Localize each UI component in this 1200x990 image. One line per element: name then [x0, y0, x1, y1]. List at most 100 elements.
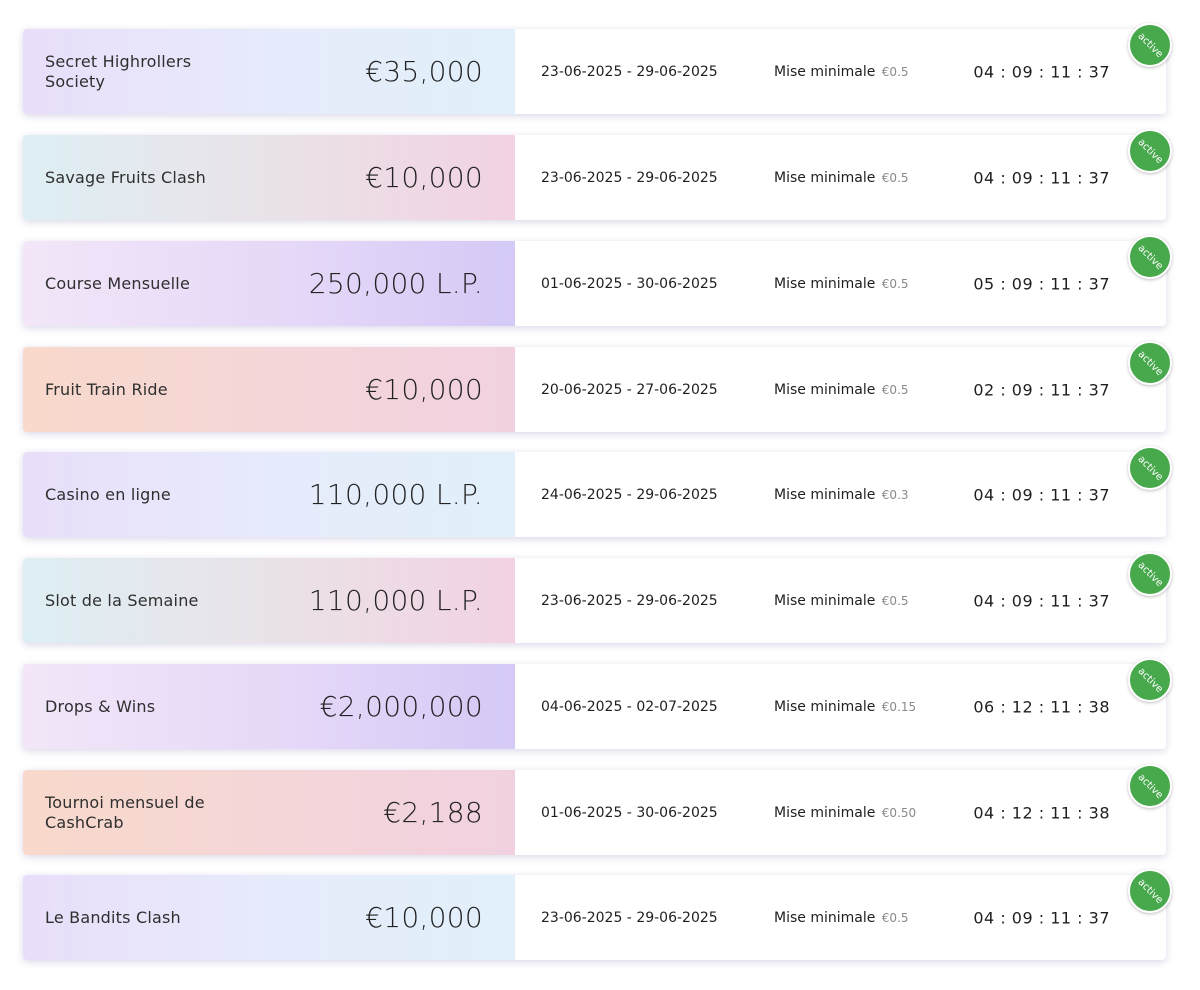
min-bet: Mise minimale €0.5 — [774, 910, 909, 926]
min-bet-label: Mise minimale — [774, 275, 876, 292]
date-range: 01-06-2025 - 30-06-2025 — [541, 804, 718, 821]
min-bet-amount: €0.5 — [881, 64, 909, 79]
tournament-details: 23-06-2025 - 29-06-2025 Mise minimale €0… — [515, 552, 1172, 643]
tournament-header: Slot de la Semaine 110,000 L.P. — [23, 558, 515, 643]
status-badge: active — [1128, 764, 1172, 808]
min-bet-label: Mise minimale — [774, 698, 876, 715]
status-label: active — [1135, 136, 1165, 166]
status-label: active — [1135, 30, 1165, 60]
status-badge: active — [1128, 23, 1172, 67]
min-bet-amount: €0.5 — [881, 170, 909, 185]
status-label: active — [1135, 242, 1165, 272]
min-bet-label: Mise minimale — [774, 592, 876, 609]
min-bet: Mise minimale €0.5 — [774, 276, 909, 292]
tournament-details: 04-06-2025 - 02-07-2025 Mise minimale €0… — [515, 658, 1172, 749]
status-badge: active — [1128, 341, 1172, 385]
min-bet-label: Mise minimale — [774, 381, 876, 398]
status-badge: active — [1128, 658, 1172, 702]
tournament-card[interactable]: Tournoi mensuel de CashCrab €2,188 01-06… — [23, 764, 1172, 855]
tournament-name: Secret Highrollers Society — [45, 51, 192, 91]
tournament-header: Drops & Wins €2,000,000 — [23, 664, 515, 749]
countdown-timer: 05 : 09 : 11 : 37 — [973, 274, 1110, 293]
tournament-card[interactable]: Savage Fruits Clash €10,000 23-06-2025 -… — [23, 129, 1172, 220]
tournament-card[interactable]: Casino en ligne 110,000 L.P. 24-06-2025 … — [23, 446, 1172, 537]
tournament-name: Savage Fruits Clash — [45, 167, 206, 187]
tournament-card[interactable]: Fruit Train Ride €10,000 20-06-2025 - 27… — [23, 341, 1172, 432]
status-label: active — [1135, 876, 1165, 906]
tournament-name: Casino en ligne — [45, 484, 171, 504]
tournament-details: 20-06-2025 - 27-06-2025 Mise minimale €0… — [515, 341, 1172, 432]
tournament-header: Tournoi mensuel de CashCrab €2,188 — [23, 770, 515, 855]
tournament-header: Fruit Train Ride €10,000 — [23, 347, 515, 432]
min-bet-amount: €0.50 — [881, 805, 917, 820]
tournament-header: Secret Highrollers Society €35,000 — [23, 29, 515, 114]
prize-pool: €10,000 — [365, 373, 483, 406]
prize-pool: €10,000 — [365, 901, 483, 934]
tournament-name: Slot de la Semaine — [45, 590, 199, 610]
prize-pool: €2,000,000 — [319, 690, 483, 723]
countdown-timer: 06 : 12 : 11 : 38 — [973, 697, 1110, 716]
tournament-details: 24-06-2025 - 29-06-2025 Mise minimale €0… — [515, 446, 1172, 537]
countdown-timer: 02 : 09 : 11 : 37 — [973, 380, 1110, 399]
countdown-timer: 04 : 09 : 11 : 37 — [973, 908, 1110, 927]
tournament-name: Fruit Train Ride — [45, 379, 168, 399]
prize-pool: €10,000 — [365, 161, 483, 194]
tournament-details: 01-06-2025 - 30-06-2025 Mise minimale €0… — [515, 235, 1172, 326]
min-bet-label: Mise minimale — [774, 486, 876, 503]
countdown-timer: 04 : 09 : 11 : 37 — [973, 591, 1110, 610]
tournament-card[interactable]: Slot de la Semaine 110,000 L.P. 23-06-20… — [23, 552, 1172, 643]
tournament-details: 01-06-2025 - 30-06-2025 Mise minimale €0… — [515, 764, 1172, 855]
countdown-timer: 04 : 09 : 11 : 37 — [973, 168, 1110, 187]
min-bet-label: Mise minimale — [774, 804, 876, 821]
min-bet: Mise minimale €0.50 — [774, 805, 916, 821]
min-bet-amount: €0.5 — [881, 276, 909, 291]
min-bet-label: Mise minimale — [774, 909, 876, 926]
min-bet: Mise minimale €0.5 — [774, 593, 909, 609]
date-range: 23-06-2025 - 29-06-2025 — [541, 169, 718, 186]
countdown-timer: 04 : 09 : 11 : 37 — [973, 485, 1110, 504]
status-label: active — [1135, 348, 1165, 378]
min-bet-label: Mise minimale — [774, 169, 876, 186]
prize-pool: 250,000 L.P. — [308, 267, 483, 300]
status-label: active — [1135, 453, 1165, 483]
tournament-card[interactable]: Secret Highrollers Society €35,000 23-06… — [23, 23, 1172, 114]
status-label: active — [1135, 771, 1165, 801]
tournament-card[interactable]: Drops & Wins €2,000,000 04-06-2025 - 02-… — [23, 658, 1172, 749]
status-badge: active — [1128, 869, 1172, 913]
tournament-name: Le Bandits Clash — [45, 907, 181, 927]
tournament-header: Course Mensuelle 250,000 L.P. — [23, 241, 515, 326]
date-range: 23-06-2025 - 29-06-2025 — [541, 909, 718, 926]
tournament-header: Savage Fruits Clash €10,000 — [23, 135, 515, 220]
date-range: 24-06-2025 - 29-06-2025 — [541, 486, 718, 503]
date-range: 20-06-2025 - 27-06-2025 — [541, 381, 718, 398]
status-badge: active — [1128, 446, 1172, 490]
prize-pool: €35,000 — [365, 55, 483, 88]
min-bet: Mise minimale €0.15 — [774, 699, 916, 715]
tournament-details: 23-06-2025 - 29-06-2025 Mise minimale €0… — [515, 23, 1172, 114]
countdown-timer: 04 : 09 : 11 : 37 — [973, 62, 1110, 81]
min-bet-amount: €0.5 — [881, 593, 909, 608]
min-bet-amount: €0.15 — [881, 699, 917, 714]
date-range: 23-06-2025 - 29-06-2025 — [541, 592, 718, 609]
tournament-card[interactable]: Course Mensuelle 250,000 L.P. 01-06-2025… — [23, 235, 1172, 326]
status-badge: active — [1128, 552, 1172, 596]
prize-pool: €2,188 — [383, 796, 483, 829]
tournament-name: Course Mensuelle — [45, 273, 190, 293]
status-badge: active — [1128, 129, 1172, 173]
min-bet-amount: €0.5 — [881, 382, 909, 397]
min-bet: Mise minimale €0.5 — [774, 64, 909, 80]
prize-pool: 110,000 L.P. — [308, 478, 483, 511]
date-range: 04-06-2025 - 02-07-2025 — [541, 698, 718, 715]
prize-pool: 110,000 L.P. — [308, 584, 483, 617]
tournament-header: Casino en ligne 110,000 L.P. — [23, 452, 515, 537]
tournament-details: 23-06-2025 - 29-06-2025 Mise minimale €0… — [515, 129, 1172, 220]
status-label: active — [1135, 665, 1165, 695]
date-range: 23-06-2025 - 29-06-2025 — [541, 63, 718, 80]
tournament-card[interactable]: Le Bandits Clash €10,000 23-06-2025 - 29… — [23, 869, 1172, 960]
min-bet: Mise minimale €0.5 — [774, 170, 909, 186]
tournament-name: Tournoi mensuel de CashCrab — [45, 792, 205, 832]
tournament-name: Drops & Wins — [45, 696, 156, 716]
countdown-timer: 04 : 12 : 11 : 38 — [973, 803, 1110, 822]
min-bet-amount: €0.3 — [881, 487, 909, 502]
